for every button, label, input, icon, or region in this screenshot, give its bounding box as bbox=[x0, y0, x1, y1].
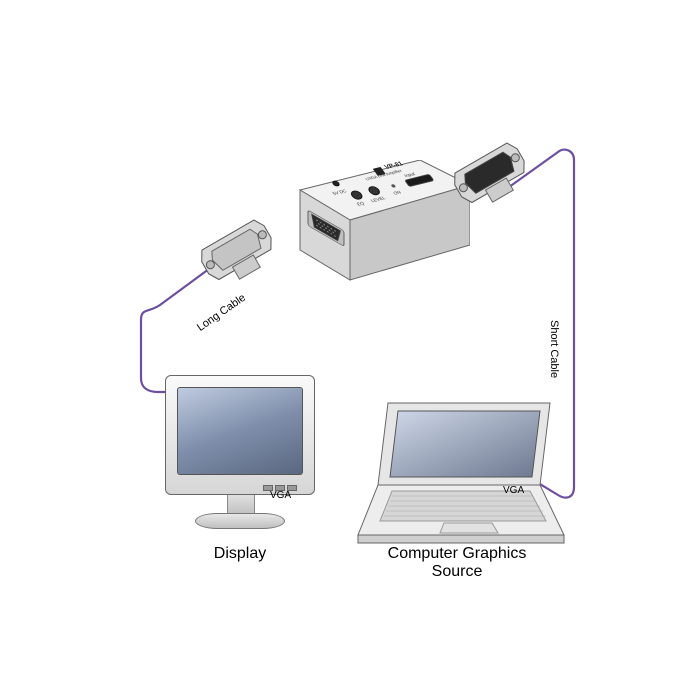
source-label: Computer Graphics Source bbox=[362, 545, 552, 581]
vga-connector-right bbox=[448, 138, 518, 188]
vga-connector-left bbox=[195, 215, 265, 265]
line-amplifier-device: VP-81 UXGA Line Amplifier Input EQ LEVEL… bbox=[270, 160, 470, 290]
laptop-source bbox=[350, 395, 550, 535]
cables-layer bbox=[0, 0, 688, 688]
long-cable-label: Long Cable bbox=[195, 292, 248, 334]
vga-label-laptop: VGA bbox=[503, 485, 524, 496]
display-monitor bbox=[165, 375, 315, 535]
diagram-canvas: { "style": { "background": "#ffffff", "c… bbox=[0, 0, 688, 688]
vga-label-monitor: VGA bbox=[270, 490, 291, 501]
short-cable-label: Short Cable bbox=[548, 320, 560, 378]
display-label: Display bbox=[195, 545, 285, 563]
